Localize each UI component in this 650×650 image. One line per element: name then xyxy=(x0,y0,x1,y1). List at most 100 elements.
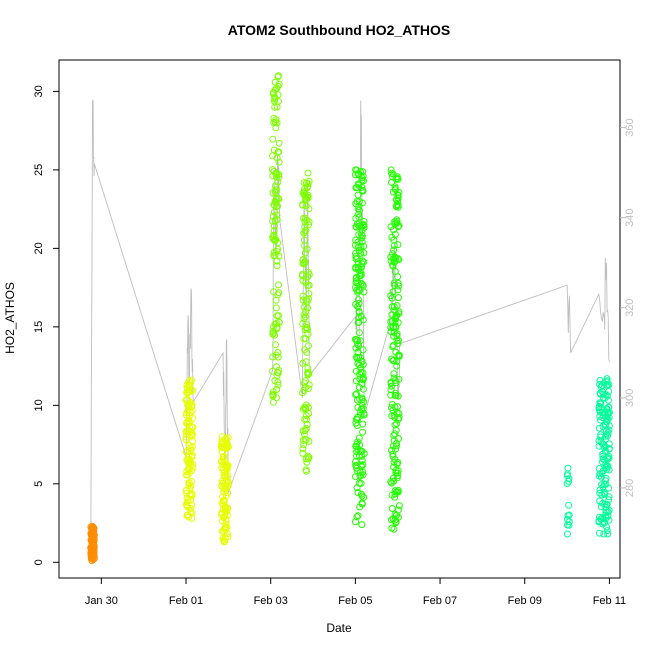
data-point xyxy=(396,351,403,359)
point-cluster xyxy=(351,166,368,529)
data-point xyxy=(603,392,611,400)
data-point xyxy=(187,428,195,436)
data-point xyxy=(603,381,611,389)
data-point xyxy=(394,279,402,287)
x-tick-label: Feb 01 xyxy=(169,595,203,607)
data-point xyxy=(393,202,400,210)
data-point xyxy=(358,358,366,365)
x-tick-label: Feb 05 xyxy=(338,595,372,607)
data-point xyxy=(394,241,402,249)
point-cluster xyxy=(269,72,283,406)
data-point xyxy=(596,513,603,521)
data-point xyxy=(184,465,192,473)
y-tick-label: 20 xyxy=(33,242,45,254)
data-point xyxy=(186,423,193,431)
data-point xyxy=(359,361,367,369)
data-point xyxy=(352,236,360,244)
data-point xyxy=(275,318,283,326)
data-point xyxy=(355,353,363,361)
data-point xyxy=(390,329,398,336)
x-tick-label: Feb 11 xyxy=(593,595,626,607)
data-point xyxy=(392,255,400,263)
data-point xyxy=(597,416,604,424)
data-point xyxy=(273,386,281,393)
data-point xyxy=(389,288,397,296)
data-point xyxy=(272,304,280,312)
data-point xyxy=(220,452,228,460)
y2-tick-label: 360 xyxy=(624,118,636,136)
data-point xyxy=(354,337,362,345)
data-point xyxy=(353,336,360,344)
data-point xyxy=(387,516,395,524)
data-point xyxy=(357,448,365,455)
data-point xyxy=(596,489,604,497)
data-point xyxy=(563,480,571,488)
data-point xyxy=(354,303,362,310)
y-axis-label: HO2_ATHOS xyxy=(3,282,17,354)
data-point xyxy=(596,399,604,407)
data-point xyxy=(355,210,363,218)
data-point xyxy=(360,221,368,229)
data-point xyxy=(270,288,278,296)
data-point xyxy=(395,336,402,344)
data-point xyxy=(301,218,309,226)
data-point xyxy=(272,394,280,402)
data-point xyxy=(272,171,280,179)
data-point xyxy=(358,232,366,240)
data-point xyxy=(269,172,277,180)
data-point xyxy=(602,480,610,488)
data-point xyxy=(600,488,608,496)
data-point xyxy=(272,341,279,349)
data-point xyxy=(269,353,277,361)
data-point xyxy=(305,342,312,350)
data-point xyxy=(189,414,197,422)
data-point xyxy=(271,217,279,225)
point-series-group xyxy=(87,72,613,565)
data-point xyxy=(354,512,362,520)
data-point xyxy=(393,174,401,182)
data-point xyxy=(360,410,368,417)
data-point xyxy=(303,184,311,192)
data-point xyxy=(600,444,608,452)
data-point xyxy=(358,260,366,268)
data-point xyxy=(305,218,313,226)
y2-tick-label: 340 xyxy=(624,208,636,226)
data-point xyxy=(602,443,610,451)
data-point xyxy=(275,312,282,320)
data-point xyxy=(603,405,611,413)
y2-tick-label: 280 xyxy=(624,479,636,497)
data-point xyxy=(360,177,367,185)
data-point xyxy=(303,321,311,329)
data-point xyxy=(299,445,307,453)
data-point xyxy=(387,253,395,261)
data-point xyxy=(274,73,282,81)
data-point xyxy=(299,277,307,284)
data-point xyxy=(393,216,401,224)
data-point xyxy=(184,396,192,403)
data-point xyxy=(360,224,368,231)
data-point xyxy=(355,434,363,442)
data-point xyxy=(354,489,362,497)
data-point xyxy=(392,392,400,400)
data-point xyxy=(392,379,400,387)
x-tick-label: Feb 09 xyxy=(508,595,542,607)
data-point xyxy=(89,523,97,531)
data-point xyxy=(90,552,98,560)
data-point xyxy=(303,421,311,428)
data-point xyxy=(597,433,604,441)
data-point xyxy=(274,381,282,389)
data-point xyxy=(270,248,278,256)
data-point xyxy=(275,252,283,260)
data-point xyxy=(388,404,395,412)
data-point xyxy=(272,195,280,203)
data-point xyxy=(359,471,367,479)
data-point xyxy=(602,391,610,399)
data-point xyxy=(353,464,361,472)
data-point xyxy=(390,332,398,340)
data-point xyxy=(270,146,278,154)
data-point xyxy=(391,218,399,226)
data-point xyxy=(390,437,398,445)
data-point xyxy=(352,253,360,260)
data-point xyxy=(188,490,196,497)
